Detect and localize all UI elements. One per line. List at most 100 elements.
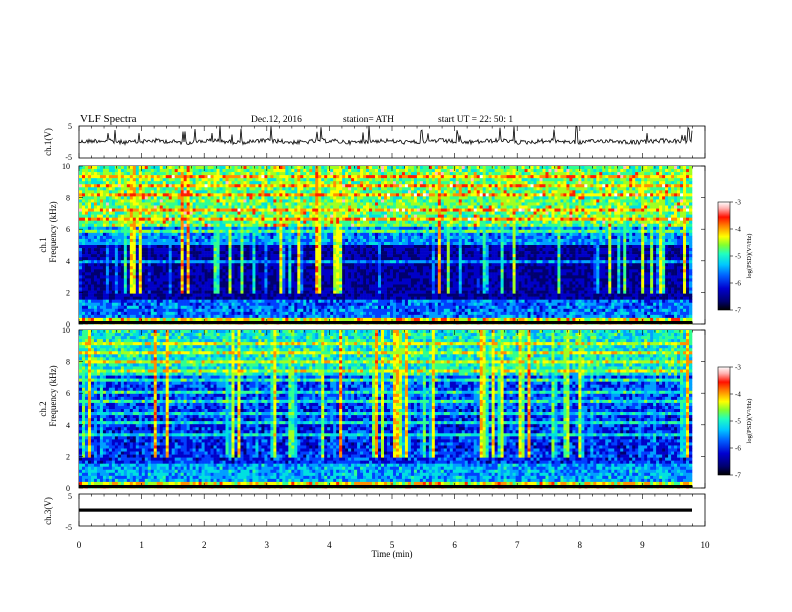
spectrogram-cell xyxy=(276,190,280,194)
spectrogram-cell xyxy=(671,187,675,191)
spectrogram-cell xyxy=(270,172,274,176)
spectrogram-cell xyxy=(431,211,436,215)
spectrogram-cell xyxy=(312,226,316,231)
spectrogram-cell xyxy=(96,172,101,176)
spectrogram-cell xyxy=(165,199,170,203)
spectrogram-cell xyxy=(192,193,196,197)
spectrogram-cell xyxy=(336,223,340,228)
spectrogram-cell xyxy=(641,220,645,225)
spectrogram-cell xyxy=(389,208,394,212)
spectrogram-cell xyxy=(500,235,504,240)
spectrogram-cell xyxy=(108,175,113,179)
spectrogram-cell xyxy=(539,202,543,206)
spectrogram-cell xyxy=(596,175,600,179)
spectrogram-cell xyxy=(614,232,618,237)
spectrogram-cell xyxy=(330,226,334,231)
spectrogram-cell xyxy=(434,229,439,234)
spectrogram-cell xyxy=(162,226,167,231)
spectrogram-cell xyxy=(351,178,355,182)
spectrogram-cell xyxy=(590,187,594,191)
spectrogram-cell xyxy=(470,187,475,191)
spectrogram-cell xyxy=(249,205,253,209)
spectrogram-cell xyxy=(216,208,220,212)
spectrogram-cell xyxy=(183,229,187,234)
spectrogram-cell xyxy=(617,190,621,194)
spectrogram-cell xyxy=(614,193,618,197)
spectrogram-cell xyxy=(449,205,454,209)
spectrogram-cell xyxy=(201,205,205,209)
spectrogram-cell xyxy=(578,220,582,225)
spectrogram-cell xyxy=(210,169,214,173)
spectrogram-cell xyxy=(159,172,164,176)
spectrogram-cell xyxy=(533,220,537,225)
spectrogram-cell xyxy=(602,184,606,188)
spectrogram-cell xyxy=(177,220,181,225)
spectrogram-cell xyxy=(668,223,672,228)
spectrogram-cell xyxy=(578,214,582,218)
spectrogram-cell xyxy=(201,187,205,191)
spectrogram-cell xyxy=(126,220,131,225)
spectrogram-cell xyxy=(512,220,516,225)
spectrogram-cell xyxy=(503,193,507,197)
spectrogram-cell xyxy=(102,166,107,170)
spectrogram-cell xyxy=(395,187,400,191)
spectrogram-cell xyxy=(488,169,492,173)
spectrogram-cell xyxy=(315,193,319,197)
spectrogram-cell xyxy=(213,196,217,200)
spectrogram-cell xyxy=(446,166,451,170)
spectrogram-cell xyxy=(189,205,193,209)
spectrogram-cell xyxy=(207,169,211,173)
spectrogram-cell xyxy=(324,199,328,203)
spectrogram-cell xyxy=(635,184,639,188)
spectrogram-cell xyxy=(578,190,582,194)
spectrogram-cell xyxy=(111,166,116,170)
spectrogram-cell xyxy=(120,232,125,237)
spectrogram-cell xyxy=(228,196,232,200)
spectrogram-cell xyxy=(282,232,286,237)
spectrogram-cell xyxy=(243,175,247,179)
spectrogram-cell xyxy=(446,187,451,191)
spectrogram-cell xyxy=(153,184,158,188)
spectrogram-cell xyxy=(572,169,576,173)
spectrogram-cell xyxy=(315,172,319,176)
spectrogram-cell xyxy=(401,235,406,240)
spectrogram-cell xyxy=(84,214,89,218)
spectrogram-cell xyxy=(497,235,501,240)
spectrogram-cell xyxy=(491,235,495,240)
spectrogram-cell xyxy=(653,220,657,225)
spectrogram-cell xyxy=(467,187,472,191)
spectrogram-cell xyxy=(333,217,337,221)
spectrogram-cell xyxy=(258,211,262,215)
spectrogram-cell xyxy=(219,235,223,240)
spectrogram-cell xyxy=(662,229,666,234)
spectrogram-cell xyxy=(617,193,621,197)
spectrogram-cell xyxy=(443,229,448,234)
spectrogram-cell xyxy=(464,226,469,231)
spectrogram-cell xyxy=(258,208,262,212)
spectrogram-cell xyxy=(324,202,328,206)
spectrogram-cell xyxy=(243,193,247,197)
spectrogram-cell xyxy=(249,193,253,197)
spectrogram-cell xyxy=(354,190,358,194)
spectrogram-cell xyxy=(372,184,376,188)
spectrogram-cell xyxy=(180,211,184,215)
spectrogram-cell xyxy=(527,223,531,228)
spectrogram-cell xyxy=(581,184,585,188)
spectrogram-cell xyxy=(363,220,367,225)
spectrogram-cell xyxy=(494,229,498,234)
spectrogram-cell xyxy=(174,229,178,234)
spectrogram-cell xyxy=(548,184,552,188)
spectrogram-cell xyxy=(608,193,612,197)
spectrogram-cell xyxy=(123,172,128,176)
spectrogram-cell xyxy=(105,232,110,237)
spectrogram-cell xyxy=(258,235,262,240)
spectrogram-cell xyxy=(431,202,436,206)
spectrogram-cell xyxy=(285,175,289,179)
spectrogram-cell xyxy=(650,217,654,221)
spectrogram-cell xyxy=(345,166,349,170)
spectrogram-cell xyxy=(527,166,531,170)
spectrogram-cell xyxy=(404,184,409,188)
spectrogram-cell xyxy=(321,196,325,200)
spectrogram-cell xyxy=(644,226,648,231)
spectrogram-cell xyxy=(372,235,376,240)
